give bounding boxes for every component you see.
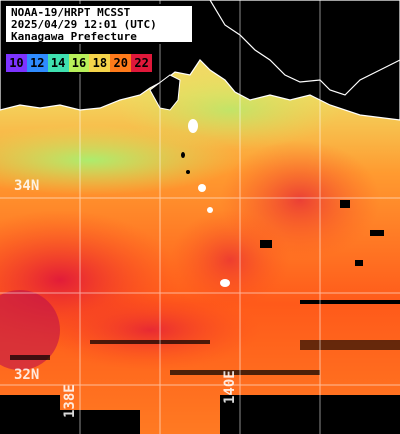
legend-swatch-18: 18: [89, 54, 111, 72]
satellite-product-label: NOAA-19/HRPT MCSST: [11, 6, 131, 19]
temperature-legend: 10 12 14 16 18 20 22: [4, 52, 154, 74]
legend-swatch-12: 12: [26, 54, 48, 72]
region-label: Kanagawa Prefecture: [11, 30, 137, 43]
legend-swatch-14: 14: [47, 54, 69, 72]
legend-swatch-10: 10: [6, 54, 27, 72]
lat-label-34n: 34N: [14, 178, 40, 194]
legend-swatch-22: 22: [131, 54, 153, 72]
legend-swatch-20: 20: [110, 54, 132, 72]
island: [188, 119, 198, 133]
timestamp-label: 2025/04/29 12:01 (UTC): [11, 18, 157, 31]
cloud-mask: [0, 200, 400, 434]
lat-label-32n: 32N: [14, 367, 40, 383]
lon-label-138e: 138E: [62, 384, 78, 418]
lon-label-140e: 140E: [222, 370, 238, 404]
legend-swatch-16: 16: [68, 54, 90, 72]
map-title-box: NOAA-19/HRPT MCSST 2025/04/29 12:01 (UTC…: [4, 4, 194, 44]
